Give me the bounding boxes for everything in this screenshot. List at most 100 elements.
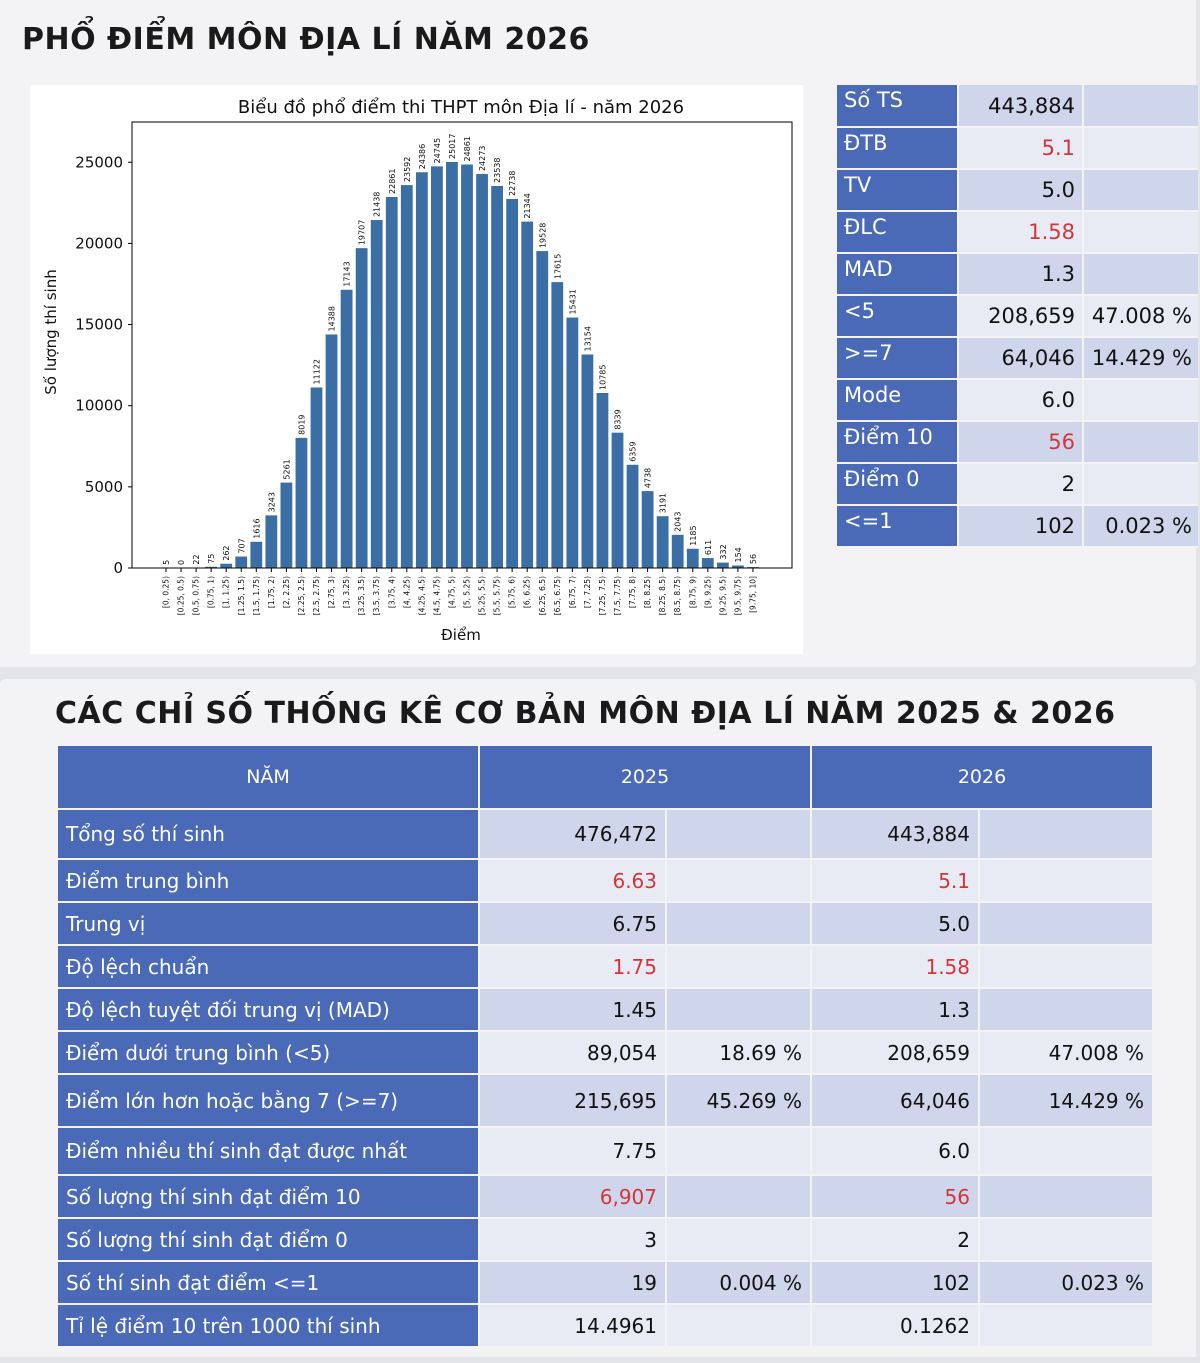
row-label: Tổng số thí sinh [58, 809, 480, 860]
bar [611, 432, 624, 568]
x-tick-label: [6.5, 6.75) [553, 576, 562, 615]
bar [641, 491, 654, 568]
data-label: 4738 [644, 468, 653, 488]
x-tick-label: [0, 0.25) [162, 576, 171, 608]
bars-group [160, 161, 759, 569]
data-label: 23592 [403, 157, 412, 182]
percent-2025: 18.69 % [666, 1031, 812, 1075]
stats-row: >=7 64,046 14.429 % [837, 337, 1198, 380]
stats-row: ĐTB 5.1 [837, 127, 1198, 170]
stat-value: 5.1 [958, 127, 1084, 170]
percent-2026: 47.008 % [979, 1031, 1152, 1075]
data-label: 19707 [358, 220, 367, 245]
stat-label: >=7 [837, 337, 959, 380]
percent-2026 [979, 945, 1152, 989]
x-tick-label: [1.25, 1.5) [237, 576, 246, 615]
row-label: Điểm trung bình [58, 859, 480, 903]
data-label: 23538 [493, 158, 502, 183]
stat-label: MAD [837, 253, 959, 296]
stat-percent [1083, 463, 1198, 506]
x-tick-label: [8.75, 9) [688, 576, 697, 608]
bar [250, 541, 263, 568]
x-tick-label: [7.5, 7.75) [613, 576, 622, 615]
bar [506, 198, 519, 568]
stats-row: Mode 6.0 [837, 379, 1198, 422]
value-2025: 6.63 [479, 859, 667, 903]
stat-label: Mode [837, 379, 959, 422]
x-tick-label: [1, 1.25) [222, 576, 231, 608]
stat-value: 208,659 [958, 295, 1084, 338]
data-label: 8339 [614, 409, 623, 429]
data-label: 56 [749, 554, 758, 564]
table-row: Số lượng thí sinh đạt điểm 10 6,907 56 [58, 1175, 1152, 1219]
data-label: 17615 [553, 254, 562, 279]
x-tick-label: [4.75, 5) [447, 576, 456, 608]
y-tick-label: 25000 [75, 153, 123, 171]
x-tick-label: [0.5, 0.75) [192, 576, 201, 615]
table-row: Điểm dưới trung bình (<5) 89,054 18.69 % 20… [58, 1031, 1152, 1075]
histogram-svg: Biểu đồ phổ điểm thi THPT môn Địa lí - n… [42, 97, 793, 644]
x-tick-label: [8.5, 8.75) [673, 576, 682, 615]
x-tick-label: [0.25, 0.5) [177, 576, 186, 615]
data-label: 14388 [328, 306, 337, 331]
data-label: 24386 [418, 144, 427, 169]
percent-2026 [979, 1218, 1152, 1262]
percent-2025 [666, 809, 812, 860]
stat-percent [1083, 379, 1198, 422]
value-2025: 19 [479, 1261, 667, 1305]
value-2025: 476,472 [479, 809, 667, 860]
bar [220, 563, 233, 568]
data-label: 24745 [433, 138, 442, 163]
data-label: 19528 [538, 223, 547, 248]
x-tick-label: [3.25, 3.5) [357, 576, 366, 615]
table-row: Điểm trung bình 6.63 5.1 [58, 859, 1152, 903]
x-tick-label: [8, 8.25) [643, 576, 652, 608]
row-label: Độ lệch chuẩn [58, 945, 480, 989]
bar [385, 196, 398, 568]
x-tick-label: [5.75, 6) [508, 576, 517, 608]
row-label: Điểm dưới trung bình (<5) [58, 1031, 480, 1075]
data-label: 6359 [629, 441, 638, 461]
bar [521, 221, 534, 568]
stats-row: MAD 1.3 [837, 253, 1198, 296]
bar [551, 282, 564, 568]
data-label: 21438 [373, 192, 382, 217]
summary-stats-table: Số TS 443,884 ĐTB 5.1 TV 5.0 ĐLC 1.58 MAD 1.3 <5 20… [837, 85, 1198, 548]
bar [732, 565, 744, 568]
data-label: 22 [192, 554, 201, 564]
stat-label: <5 [837, 295, 959, 338]
percent-2026 [979, 809, 1152, 860]
data-label: 707 [237, 538, 246, 553]
stat-percent: 0.023 % [1083, 505, 1198, 548]
data-label: 3191 [659, 493, 668, 513]
header-year: NĂM [58, 746, 480, 810]
x-tick-label: [9.5, 9.75) [733, 576, 742, 615]
page-title: PHỔ ĐIỂM MÔN ĐỊA LÍ NĂM 2026 [22, 22, 590, 57]
percent-2025 [666, 1175, 812, 1219]
x-tick-label: [9.75, 10] [748, 576, 757, 613]
table-row: Độ lệch tuyệt đối trung vị (MAD) 1.45 1.3 [58, 988, 1152, 1032]
header-2025: 2025 [479, 746, 812, 810]
x-tick-label: [5.5, 5.75) [493, 576, 502, 615]
stats-row: <=1 102 0.023 % [837, 505, 1198, 548]
y-tick-label: 10000 [75, 397, 123, 415]
stat-percent: 47.008 % [1083, 295, 1198, 338]
value-2026: 56 [811, 1175, 980, 1219]
y-tick-label: 15000 [75, 316, 123, 334]
stat-label: Điểm 0 [837, 463, 959, 506]
percent-2025: 45.269 % [666, 1074, 812, 1128]
table-row: Tổng số thí sinh 476,472 443,884 [58, 809, 1152, 860]
stat-value: 5.0 [958, 169, 1084, 212]
bar [536, 251, 549, 568]
bar [566, 317, 579, 568]
value-2026: 102 [811, 1261, 980, 1305]
stat-label: Số TS [837, 85, 959, 128]
x-tick-label: [4, 4.25) [402, 576, 411, 608]
data-label: 332 [719, 544, 728, 559]
percent-2026 [979, 1304, 1152, 1348]
value-2026: 1.3 [811, 988, 980, 1032]
percent-2025: 0.004 % [666, 1261, 812, 1305]
bar [355, 248, 368, 568]
stat-percent [1083, 211, 1198, 254]
